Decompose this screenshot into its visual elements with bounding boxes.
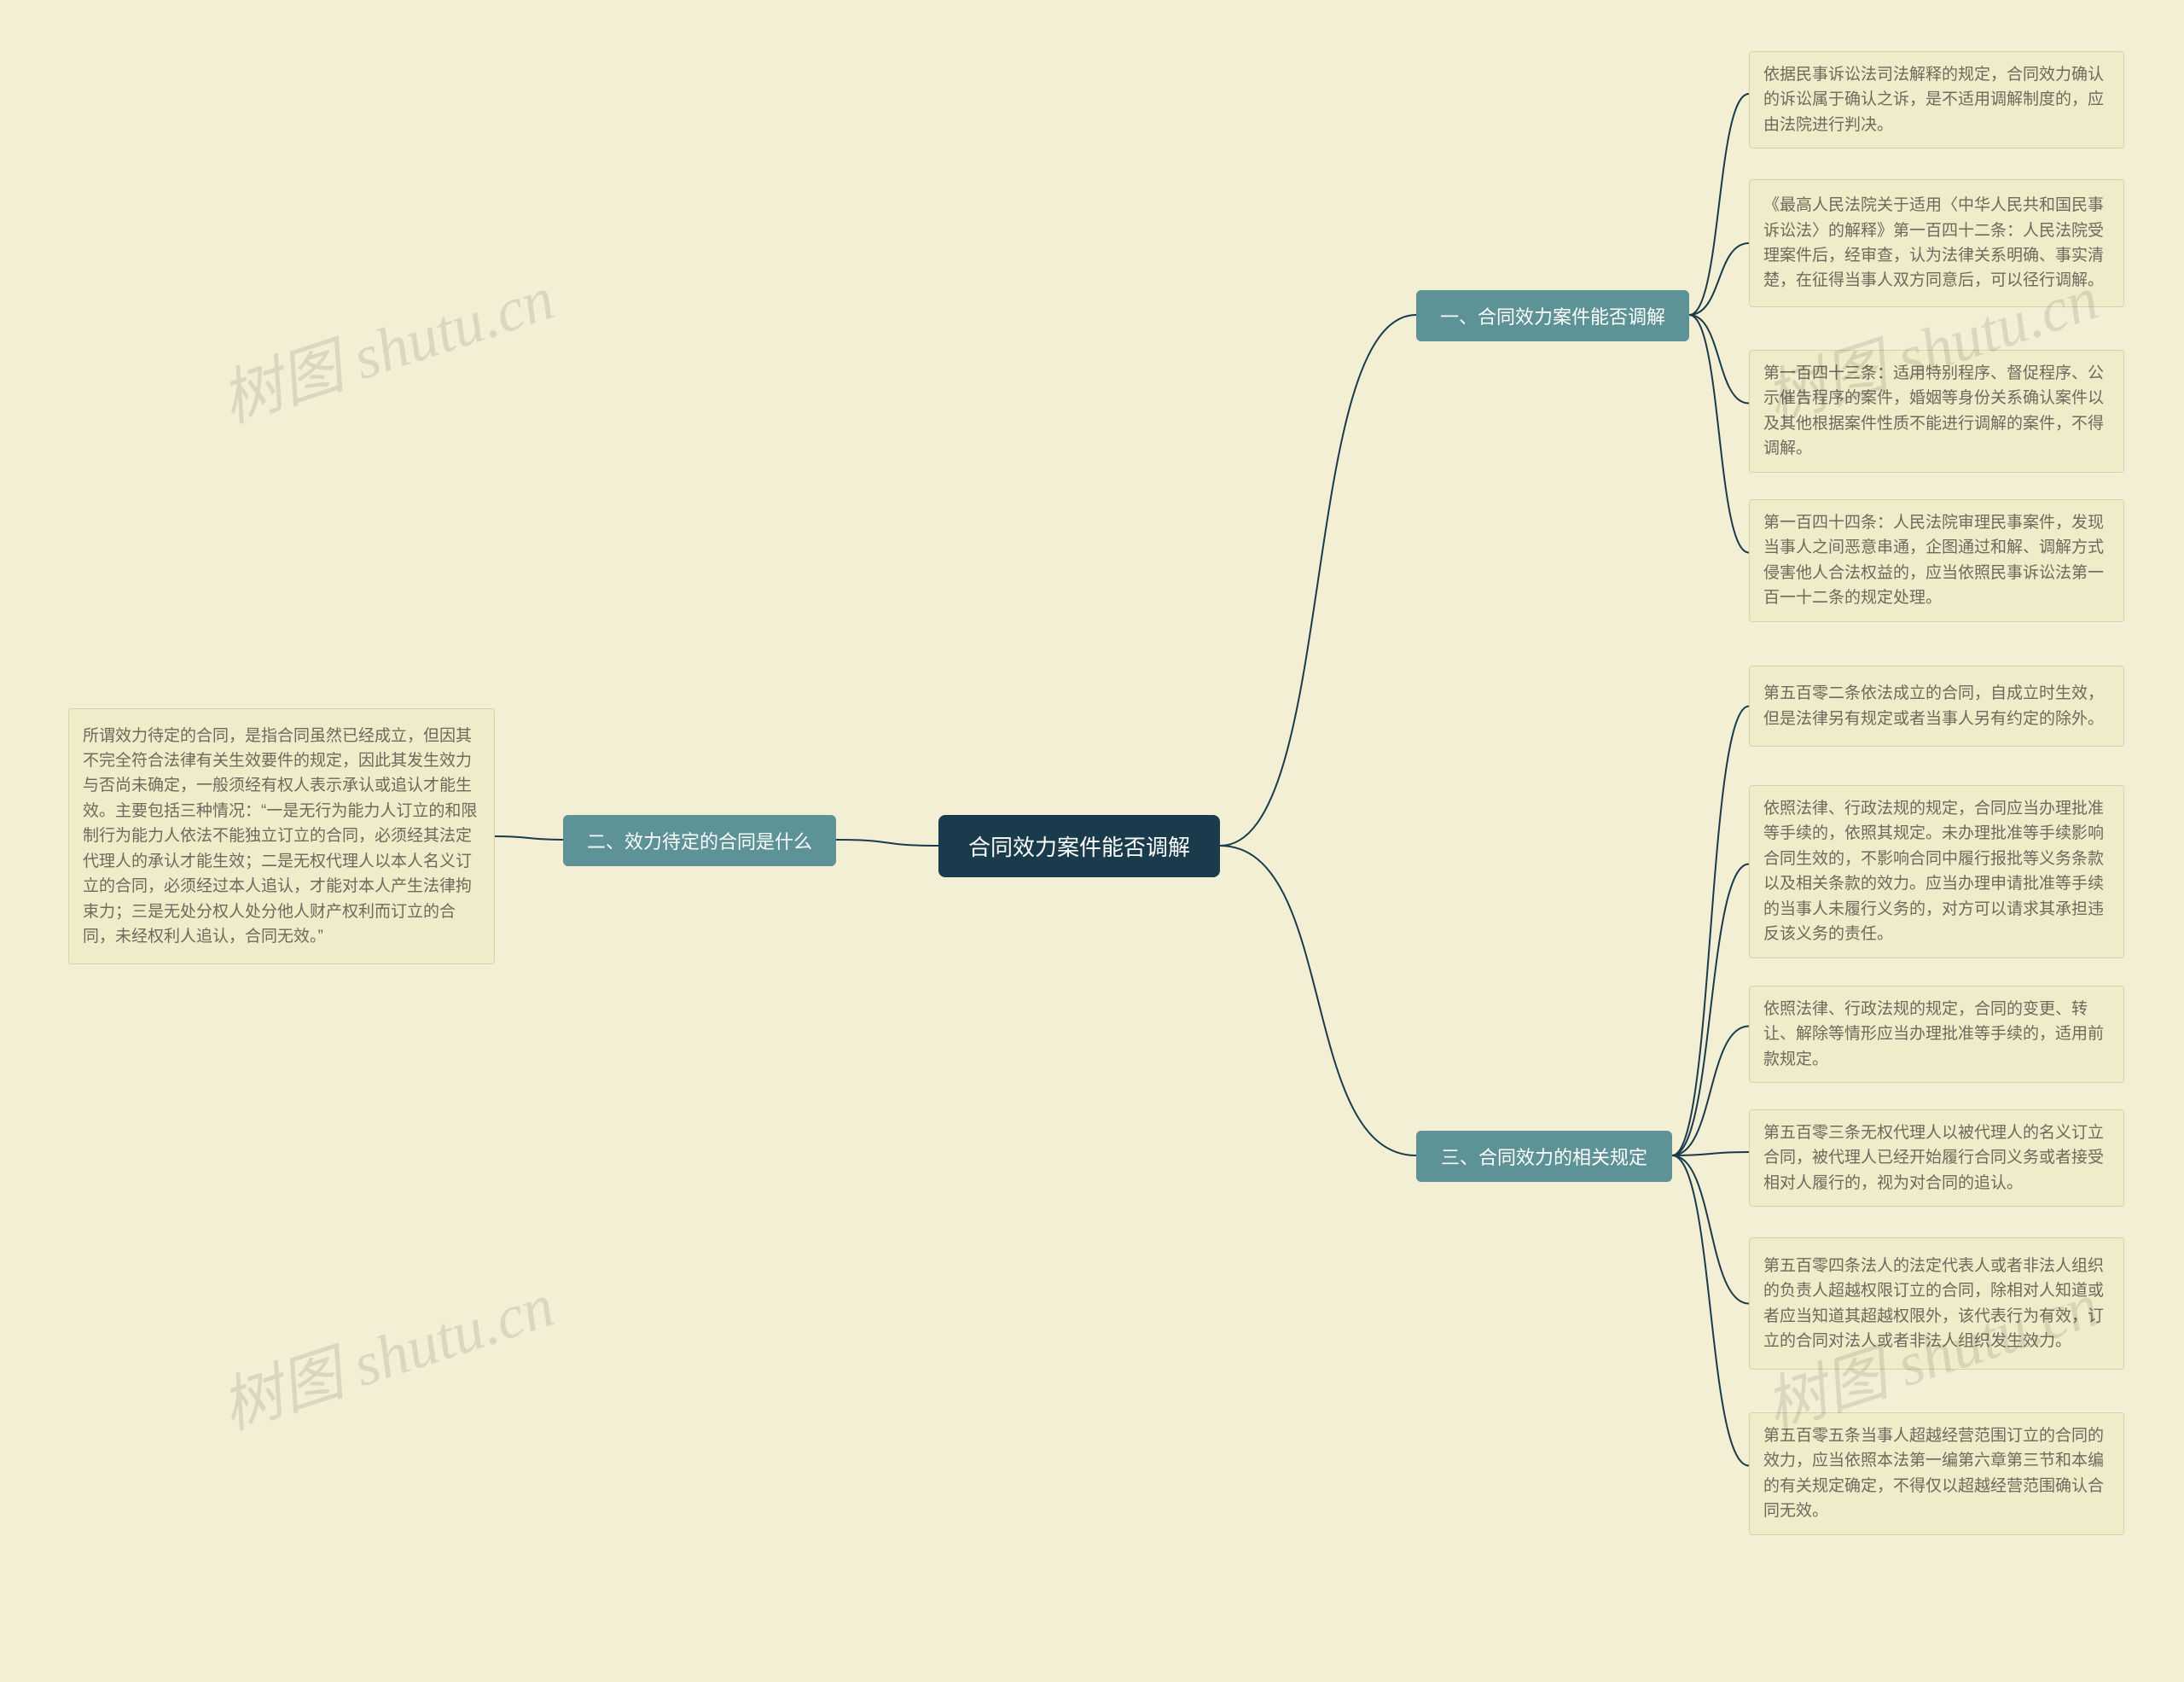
branch-2-leaf-1: 所谓效力待定的合同，是指合同虽然已经成立，但因其不完全符合法律有关生效要件的规定… <box>68 708 495 964</box>
branch-3-leaf-3: 依照法律、行政法规的规定，合同的变更、转让、解除等情形应当办理批准等手续的，适用… <box>1749 986 2124 1083</box>
branch-1-leaf-1: 依据民事诉讼法司法解释的规定，合同效力确认的诉讼属于确认之诉，是不适用调解制度的… <box>1749 51 2124 148</box>
branch-3-leaf-5: 第五百零四条法人的法定代表人或者非法人组织的负责人超越权限订立的合同，除相对人知… <box>1749 1237 2124 1370</box>
watermark-3: 树图 shutu.cn <box>208 1254 564 1446</box>
branch-1-leaf-4: 第一百四十四条：人民法院审理民事案件，发现当事人之间恶意串通，企图通过和解、调解… <box>1749 499 2124 622</box>
branch-1-leaf-2: 《最高人民法院关于适用〈中华人民共和国民事诉讼法〉的解释》第一百四十二条：人民法… <box>1749 179 2124 307</box>
branch-1-leaf-3: 第一百四十三条：适用特别程序、督促程序、公示催告程序的案件，婚姻等身份关系确认案… <box>1749 350 2124 473</box>
branch-2[interactable]: 二、效力待定的合同是什么 <box>563 815 836 866</box>
branch-3-leaf-1: 第五百零二条依法成立的合同，自成立时生效，但是法律另有规定或者当事人另有约定的除… <box>1749 666 2124 747</box>
root-node[interactable]: 合同效力案件能否调解 <box>938 815 1220 877</box>
branch-1[interactable]: 一、合同效力案件能否调解 <box>1416 290 1689 341</box>
branch-3-leaf-2: 依照法律、行政法规的规定，合同应当办理批准等手续的，依照其规定。未办理批准等手续… <box>1749 785 2124 958</box>
branch-3-leaf-6: 第五百零五条当事人超越经营范围订立的合同的效力，应当依照本法第一编第六章第三节和… <box>1749 1412 2124 1535</box>
branch-3-leaf-4: 第五百零三条无权代理人以被代理人的名义订立合同，被代理人已经开始履行合同义务或者… <box>1749 1109 2124 1207</box>
branch-3[interactable]: 三、合同效力的相关规定 <box>1416 1131 1672 1182</box>
watermark-1: 树图 shutu.cn <box>208 247 564 439</box>
